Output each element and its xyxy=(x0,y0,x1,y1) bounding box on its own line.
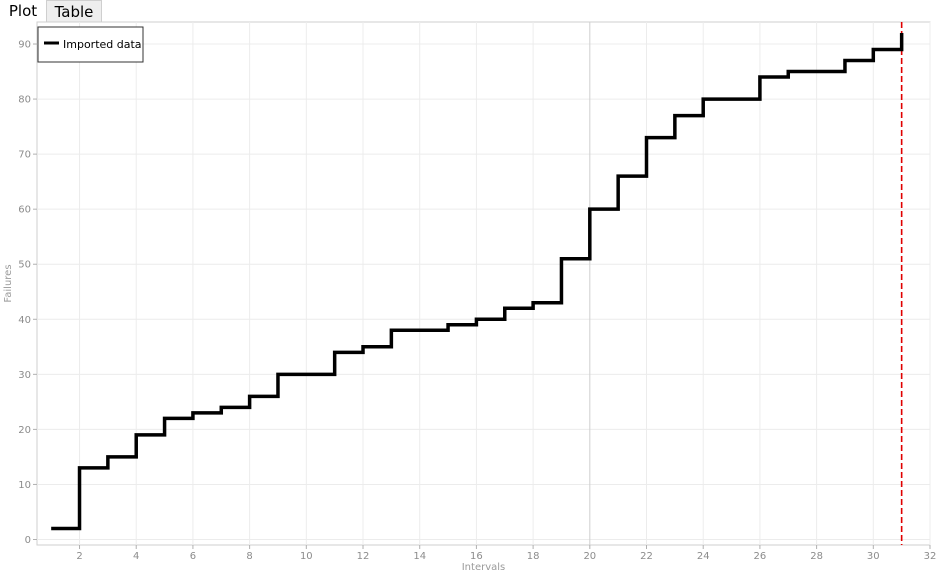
y-tick-label: 20 xyxy=(18,425,31,436)
x-tick-label: 4 xyxy=(133,551,139,562)
y-tick-label: 70 xyxy=(18,150,31,161)
y-axis-title: Failures xyxy=(3,264,14,302)
x-tick-label: 20 xyxy=(583,551,596,562)
x-tick-label: 10 xyxy=(300,551,313,562)
step-chart: 2 4 6 8 10 12 14 16 18 20 22 24 26 28 30 32010203040506… xyxy=(3,21,936,573)
x-tick-label: 28 xyxy=(810,551,823,562)
plot-area xyxy=(36,21,931,546)
y-tick-label: 90 xyxy=(18,40,31,51)
x-tick-label: 14 xyxy=(413,551,426,562)
x-tick-label: 26 xyxy=(754,551,767,562)
x-tick-label: 22 xyxy=(640,551,653,562)
y-tick-label: 50 xyxy=(18,260,31,271)
x-tick-label: 24 xyxy=(697,551,710,562)
y-tick-label: 40 xyxy=(18,315,31,326)
tab-plot[interactable]: Plot xyxy=(0,0,46,22)
series-line xyxy=(51,33,904,531)
y-tick-label: 60 xyxy=(18,205,31,216)
x-tick-label: 8 xyxy=(246,551,252,562)
x-tick-label: 32 xyxy=(924,551,936,562)
tab-bar: Plot Table xyxy=(0,0,936,22)
y-tick-label: 10 xyxy=(18,480,31,491)
y-tick-label: 30 xyxy=(18,370,31,381)
x-tick-label: 12 xyxy=(357,551,370,562)
x-tick-label: 18 xyxy=(527,551,540,562)
y-tick-label: 0 xyxy=(25,535,31,546)
y-tick-label: 80 xyxy=(18,95,31,106)
x-tick-label: 2 xyxy=(76,551,82,562)
x-axis-title: Intervals xyxy=(462,562,506,573)
x-tick-label: 6 xyxy=(190,551,196,562)
x-tick-label: 16 xyxy=(470,551,483,562)
x-tick-label: 30 xyxy=(867,551,880,562)
chart-container: 2 4 6 8 10 12 14 16 18 20 22 24 26 28 30 32 0 10 20 30 40 50 6… xyxy=(0,20,936,575)
legend-label: Imported data xyxy=(63,38,142,51)
tab-table[interactable]: Table xyxy=(46,0,102,22)
